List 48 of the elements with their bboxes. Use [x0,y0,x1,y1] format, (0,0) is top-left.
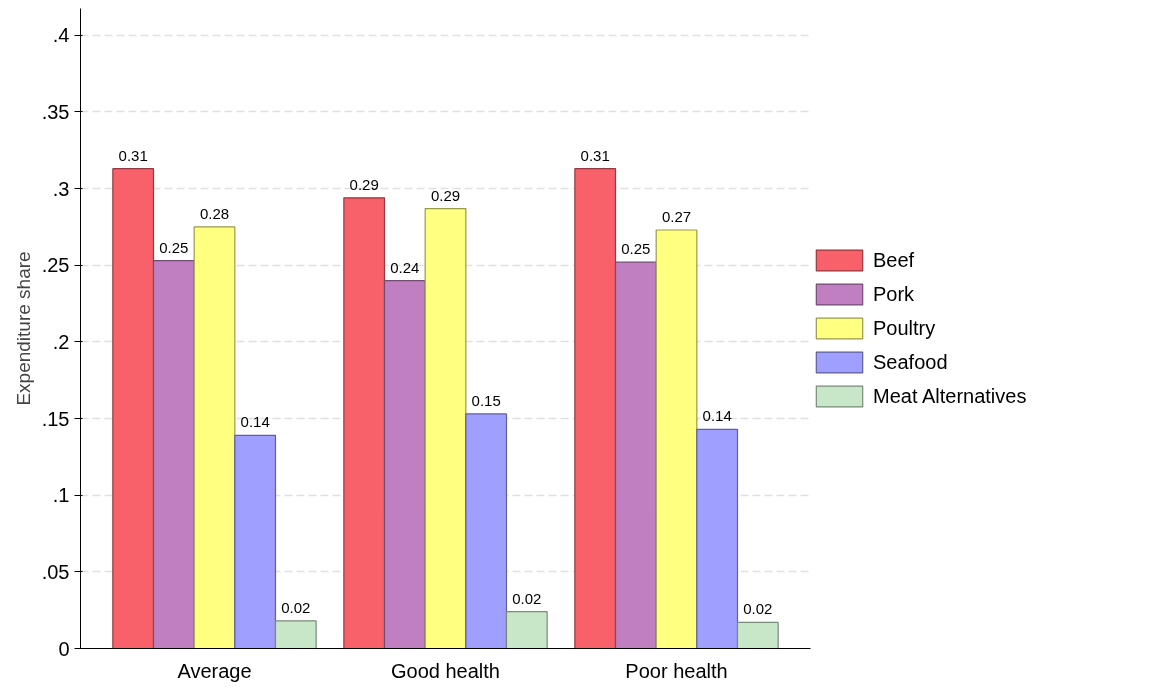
y-tick-label: .25 [41,254,70,277]
y-tick-label: .2 [52,330,70,353]
y-axis-title: Expenditure share [12,251,34,406]
y-tick-label: 0 [58,637,70,660]
data-label: 0.29 [430,186,461,204]
data-label: 0.24 [390,258,420,276]
bar [696,428,739,649]
bar [274,620,317,649]
data-label: 0.28 [199,204,230,222]
y-tick-label: .1 [52,484,70,507]
data-label: 0.14 [702,407,732,425]
data-label: 0.02 [512,589,542,607]
data-label: 0.15 [471,391,501,409]
bar [424,207,467,649]
legend-label: Meat Alternatives [873,384,1027,408]
bar [736,621,779,649]
data-label: 0.02 [743,600,773,618]
legend-label: Beef [873,248,915,272]
data-label: 0.27 [661,208,692,226]
data-label: 0.31 [580,146,610,164]
bar [465,413,508,649]
y-tick-label: .3 [52,177,70,200]
x-tick-label: Poor health [625,659,728,682]
x-tick-label: Good health [391,659,500,682]
bar [152,260,195,649]
bar [112,168,155,649]
bar [383,280,426,649]
bar [655,229,698,649]
bar [574,168,617,649]
bar [614,261,657,649]
data-label: 0.29 [349,175,379,193]
y-tick-label: .4 [52,24,70,47]
data-label: 0.02 [281,598,311,616]
bar [234,434,277,649]
y-tick-label: .35 [41,100,70,123]
x-tick-label: Average [177,659,252,682]
bar [193,226,236,649]
data-label: 0.25 [621,240,651,258]
legend-label: Pork [873,282,915,306]
y-tick-label: .15 [41,407,70,430]
bar [505,611,548,649]
legend-label: Seafood [873,350,948,374]
bar [343,197,386,649]
legend-label: Poultry [873,316,936,340]
y-tick-label: .05 [41,560,70,583]
data-label: 0.14 [240,413,270,431]
data-label: 0.25 [159,238,189,256]
data-label: 0.31 [118,146,148,164]
